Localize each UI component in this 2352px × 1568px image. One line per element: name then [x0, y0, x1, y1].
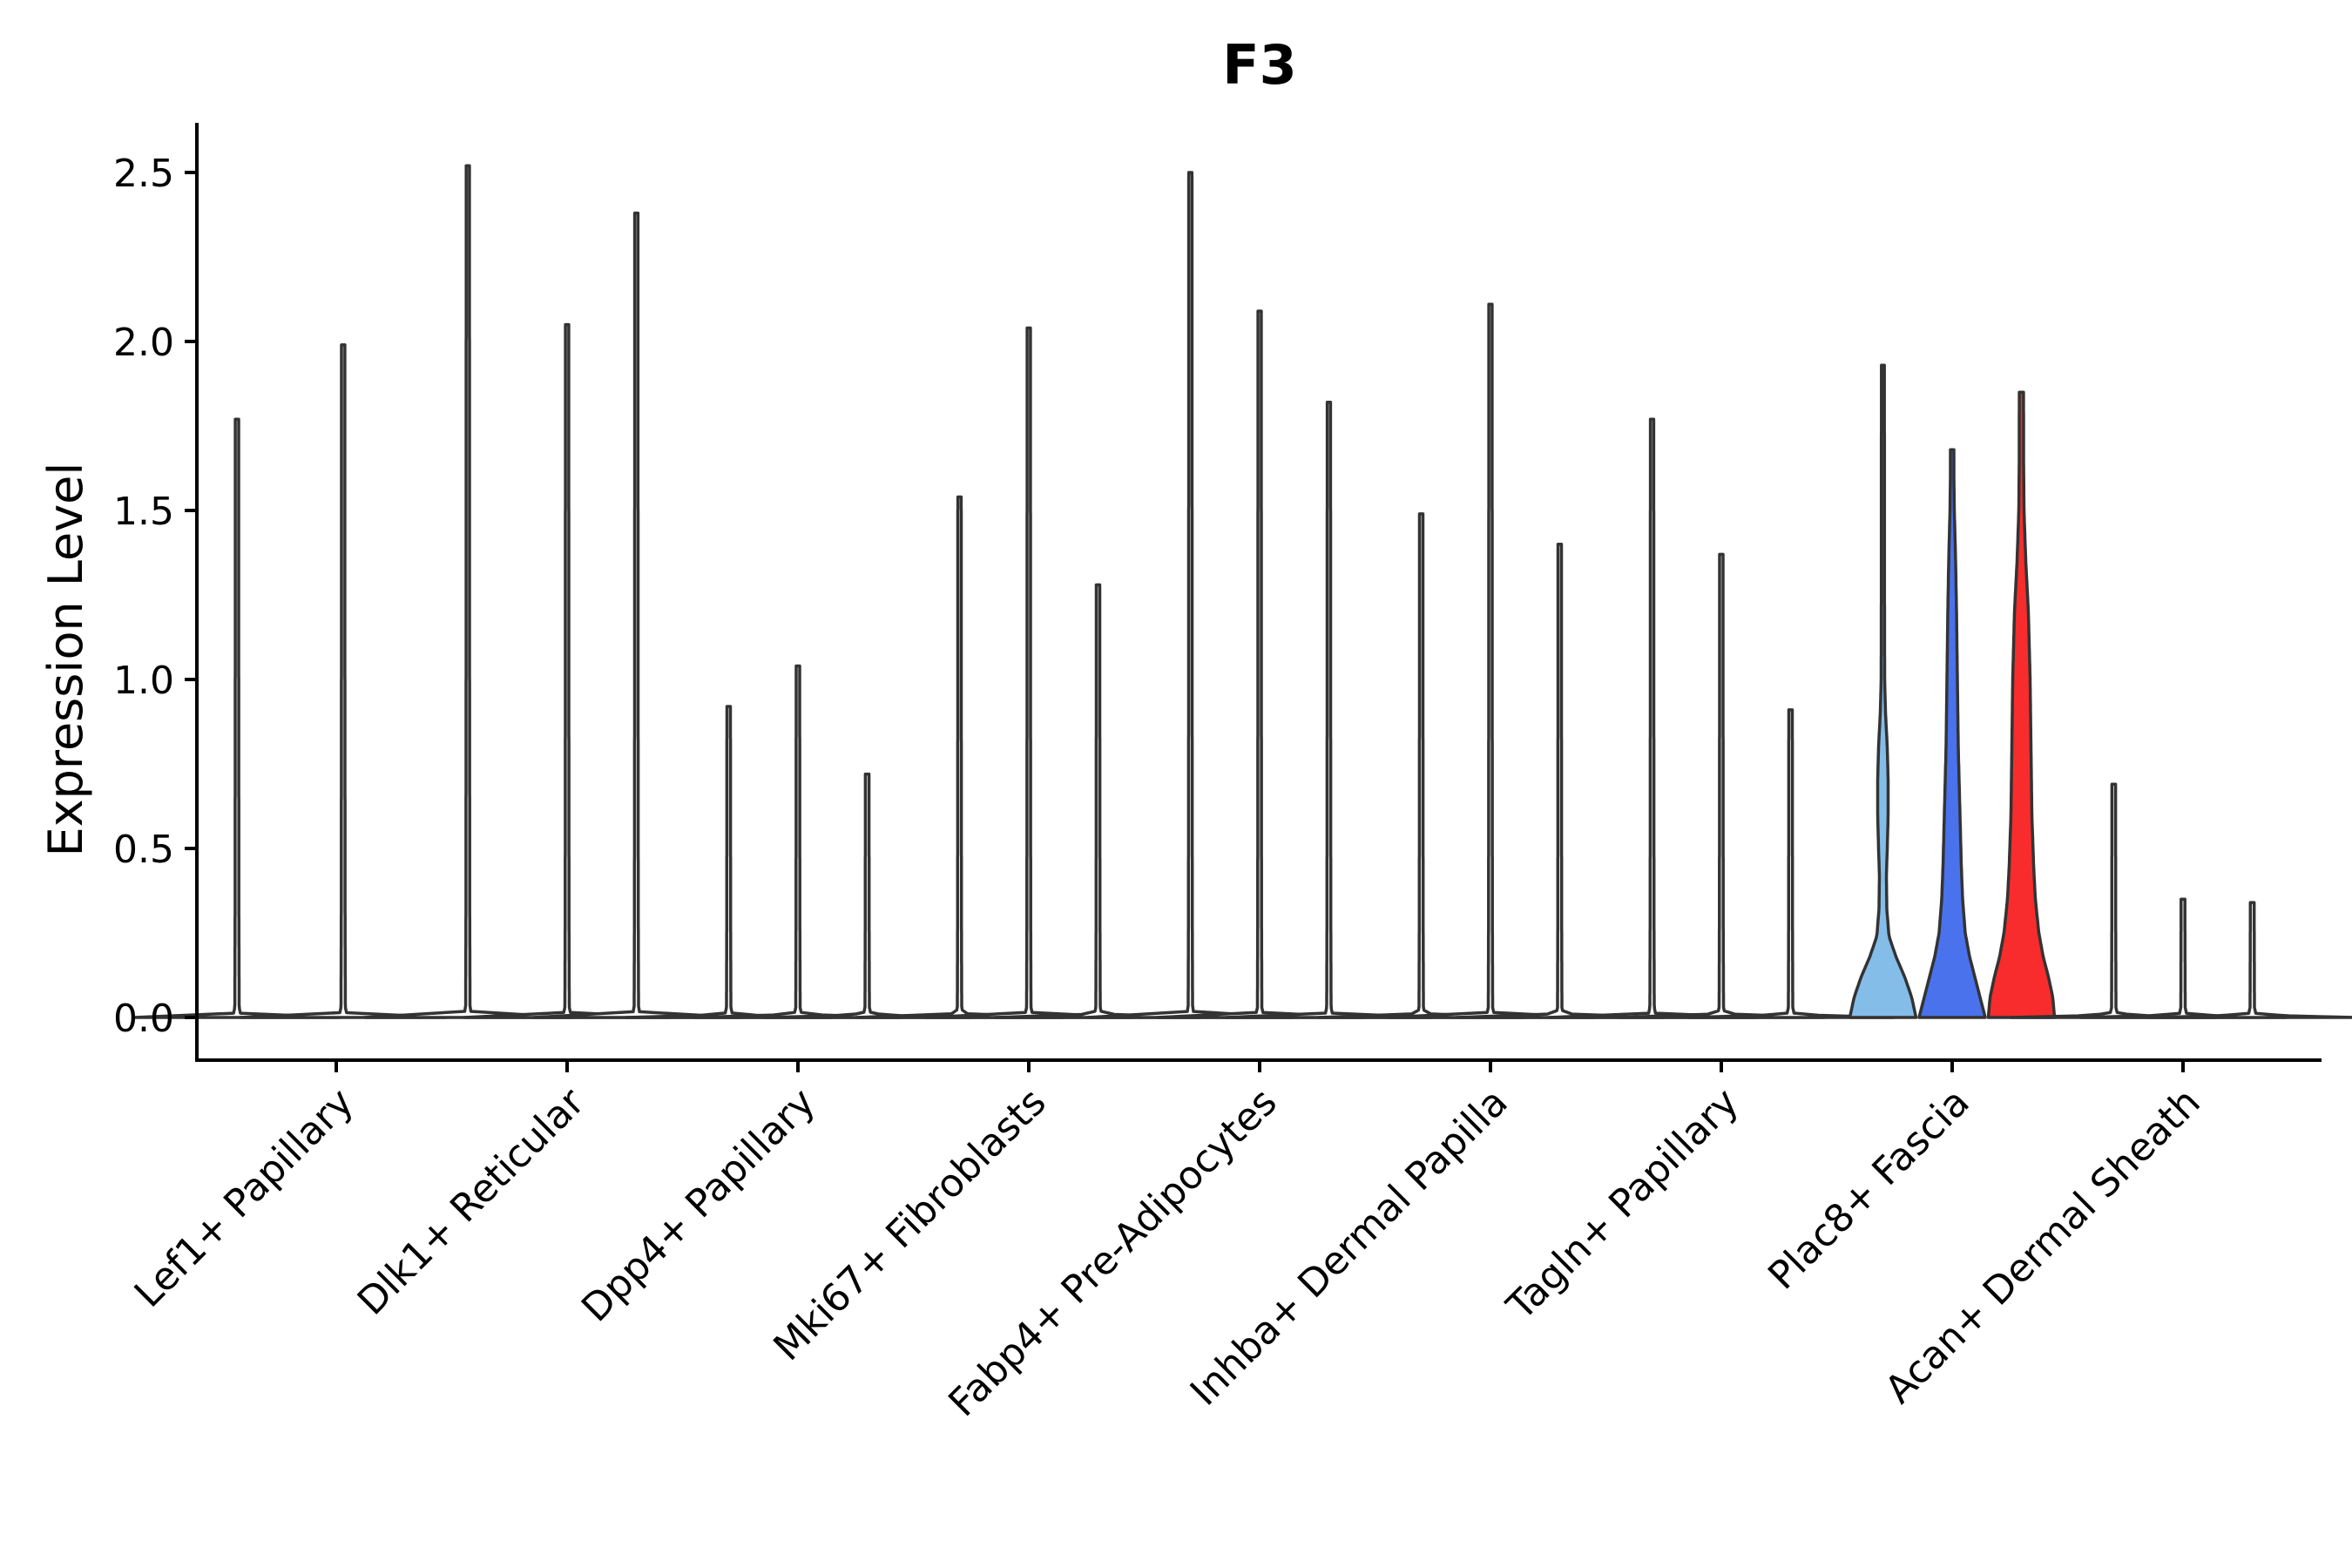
violin-v26	[2147, 901, 2352, 1019]
x-tick-label: Dlk1+ Reticular	[349, 1079, 594, 1324]
violin-v22	[1917, 448, 1987, 1019]
violin-v7	[693, 664, 902, 1019]
y-tick-label: 2.0	[113, 321, 174, 365]
x-tick-label: Lef1+ Papillary	[126, 1080, 362, 1316]
violin-v5	[531, 211, 741, 1019]
violin-v4	[463, 322, 672, 1019]
violin-v11	[993, 583, 1203, 1019]
y-axis-ticks: 0.0 0.5 1.0 1.5 2.0 2.5	[113, 152, 197, 1041]
violin-v14	[1224, 401, 1434, 1019]
violin-v23	[1986, 390, 2057, 1019]
y-tick-label: 2.5	[113, 152, 174, 196]
x-tick-label: Dpp4+ Papillary	[573, 1080, 824, 1331]
y-tick-label: 0.0	[113, 997, 174, 1041]
violin-v8	[762, 772, 972, 1019]
plot-area	[132, 164, 2352, 1019]
y-axis-label: Expression Level	[38, 463, 93, 857]
x-tick-label: Plac8+ Fascia	[1760, 1080, 1978, 1299]
chart-title: F3	[1222, 33, 1297, 97]
violin-v2	[239, 343, 448, 1019]
violin-v17	[1455, 543, 1665, 1019]
violin-v19	[1617, 552, 1826, 1019]
y-tick-label: 1.0	[113, 659, 174, 703]
violin-v24	[2009, 782, 2219, 1019]
violin-v6	[624, 705, 834, 1019]
x-tick-label: Tagln+ Papillary	[1498, 1080, 1747, 1329]
violin-v3	[363, 164, 572, 1019]
violin-v13	[1155, 309, 1364, 1019]
y-tick-label: 0.5	[113, 828, 174, 872]
violin-v10	[924, 326, 1133, 1019]
y-tick-label: 1.5	[113, 490, 174, 534]
violin-v1	[132, 417, 341, 1019]
violin-v21	[1848, 363, 1918, 1019]
violin-v16	[1386, 302, 1595, 1019]
violin-v25	[2078, 897, 2288, 1019]
violin-v12	[1085, 171, 1295, 1019]
violin-v15	[1316, 512, 1526, 1019]
violin-v9	[855, 495, 1064, 1019]
violin-v20	[1686, 708, 1896, 1019]
violin-v18	[1547, 417, 1757, 1019]
